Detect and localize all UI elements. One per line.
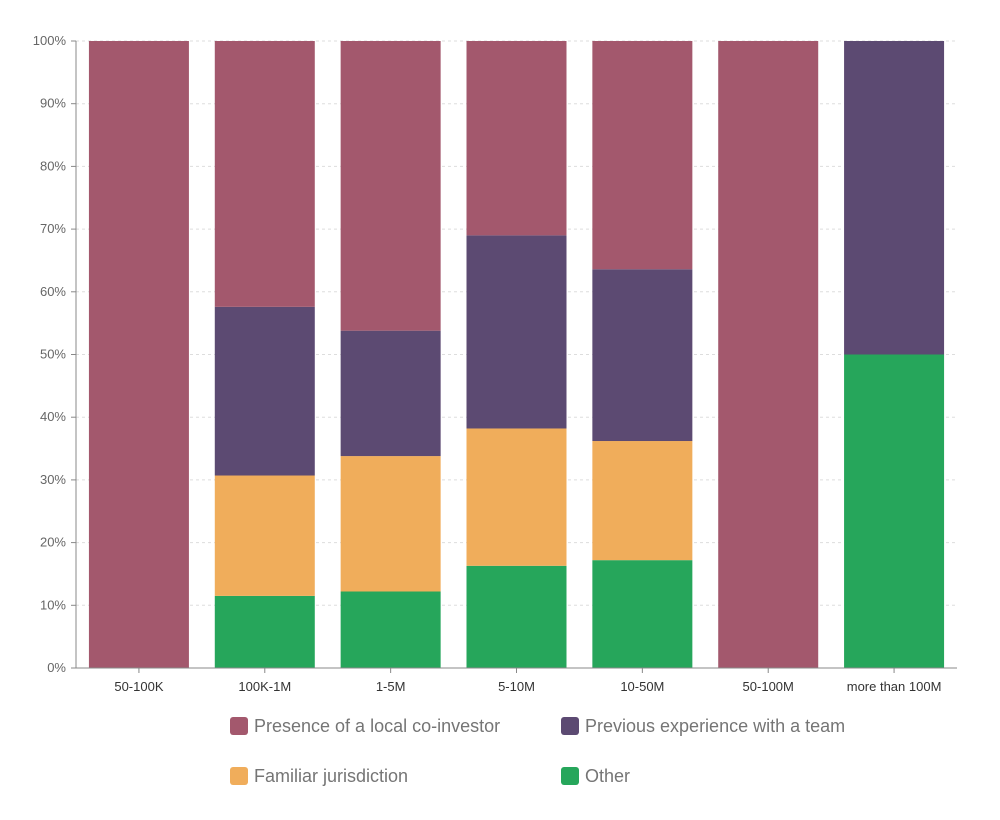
bar-segment[interactable] [214, 475, 315, 596]
bar-segment[interactable] [466, 428, 567, 566]
bar-segment[interactable] [592, 41, 693, 270]
y-tick-label: 10% [40, 597, 66, 612]
legend-swatch-icon [230, 767, 248, 785]
x-tick-label: 50-100K [114, 679, 163, 694]
bar-segment[interactable] [214, 595, 315, 668]
x-tick-label: more than 100M [847, 679, 942, 694]
bar-segment[interactable] [592, 560, 693, 668]
bar-segment[interactable] [466, 235, 567, 429]
bar-segment[interactable] [718, 41, 819, 668]
x-tick-label: 5-10M [498, 679, 535, 694]
legend-label: Previous experience with a team [585, 715, 846, 736]
bars [88, 41, 945, 669]
y-tick-label: 40% [40, 409, 66, 424]
bar-segment[interactable] [88, 41, 189, 668]
bar-segment[interactable] [466, 41, 567, 236]
y-axis-ticks: 0% 10% 20% 30% 40% 50% 60% 70% 80% 90% 100% [33, 33, 76, 675]
x-tick-label: 100K-1M [238, 679, 291, 694]
x-tick-label: 50-100M [743, 679, 794, 694]
legend-label: Presence of a local co-investor [254, 715, 501, 736]
x-tick-label: 10-50M [620, 679, 664, 694]
y-tick-label: 100% [33, 33, 67, 48]
legend-label: Other [585, 765, 631, 786]
x-axis-ticks: 50-100K 100K-1M 1-5M 5-10M 10-50M 50-100M more… [114, 668, 941, 694]
y-tick-label: 80% [40, 158, 66, 173]
legend-swatch-icon [561, 767, 579, 785]
legend-item-other[interactable]: Other [561, 762, 630, 790]
bar-segment[interactable] [340, 41, 441, 331]
y-tick-label: 0% [47, 660, 66, 675]
y-tick-label: 20% [40, 535, 66, 550]
y-tick-label: 60% [40, 284, 66, 299]
y-tick-label: 70% [40, 221, 66, 236]
bar-segment[interactable] [844, 354, 945, 669]
legend-label: Familiar jurisdiction [254, 765, 409, 786]
bar-segment[interactable] [592, 269, 693, 442]
legend: Presence of a local co-investor Previous… [230, 712, 930, 802]
y-tick-label: 30% [40, 472, 66, 487]
bar-segment[interactable] [340, 456, 441, 592]
bar-segment[interactable] [340, 330, 441, 457]
bar-segment[interactable] [466, 565, 567, 668]
legend-item-familiar-jurisdiction[interactable]: Familiar jurisdiction [230, 762, 408, 790]
stacked-bar-chart: 0% 10% 20% 30% 40% 50% 60% 70% 80% 90% 100% 50-100… [33, 33, 957, 694]
legend-item-presence-of-local-co-investor[interactable]: Presence of a local co-investor [230, 712, 500, 740]
y-tick-label: 90% [40, 96, 66, 111]
legend-swatch-icon [561, 717, 579, 735]
bar-segment[interactable] [844, 41, 945, 355]
y-tick-label: 50% [40, 347, 66, 362]
x-tick-label: 1-5M [376, 679, 406, 694]
bar-segment[interactable] [340, 591, 441, 668]
legend-item-previous-experience-with-team[interactable]: Previous experience with a team [561, 712, 845, 740]
bar-segment[interactable] [214, 41, 315, 307]
legend-swatch-icon [230, 717, 248, 735]
bar-segment[interactable] [214, 306, 315, 476]
bar-segment[interactable] [592, 441, 693, 561]
